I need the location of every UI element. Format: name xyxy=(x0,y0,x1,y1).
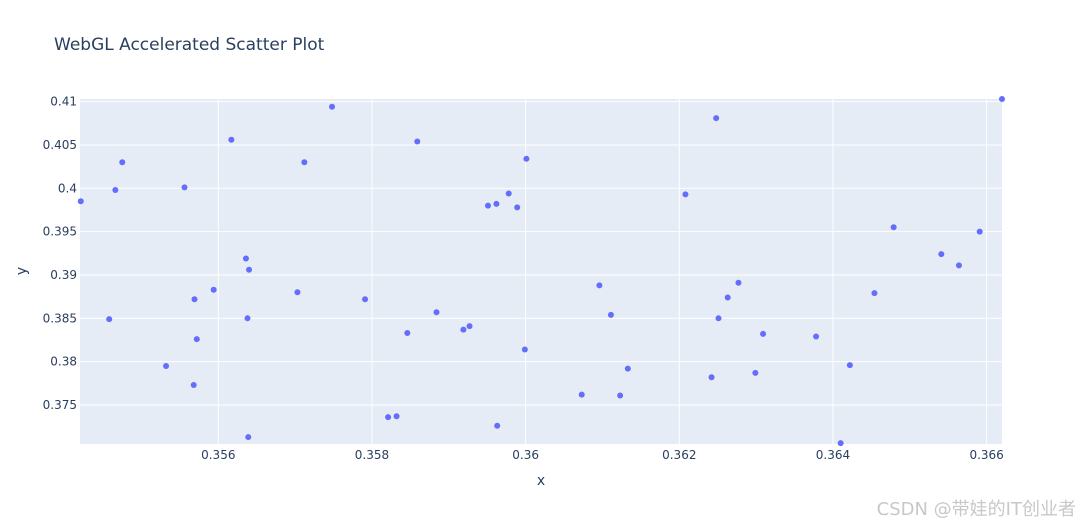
chart-title: WebGL Accelerated Scatter Plot xyxy=(54,35,325,55)
x-tick-label: 0.366 xyxy=(969,448,1003,462)
data-point[interactable] xyxy=(871,290,878,297)
data-point[interactable] xyxy=(119,159,126,166)
data-point[interactable] xyxy=(999,96,1005,102)
data-point[interactable] xyxy=(521,346,528,353)
data-point[interactable] xyxy=(760,330,767,337)
y-tick-label: 0.41 xyxy=(50,95,77,109)
x-tick-label: 0.356 xyxy=(201,448,235,462)
data-point[interactable] xyxy=(813,333,820,340)
data-point[interactable] xyxy=(617,392,624,399)
data-point[interactable] xyxy=(724,294,731,301)
data-point[interactable] xyxy=(523,155,530,162)
watermark: CSDN @带娃的IT创业者 xyxy=(876,499,1076,520)
data-point[interactable] xyxy=(433,309,440,316)
data-point[interactable] xyxy=(596,282,603,289)
data-point[interactable] xyxy=(846,362,853,369)
data-point[interactable] xyxy=(244,315,251,322)
data-point[interactable] xyxy=(228,136,235,143)
data-point[interactable] xyxy=(493,200,500,207)
data-point[interactable] xyxy=(505,190,512,197)
data-point[interactable] xyxy=(938,251,945,258)
data-point[interactable] xyxy=(329,103,336,110)
data-point[interactable] xyxy=(414,138,421,145)
data-point[interactable] xyxy=(890,224,897,231)
data-point[interactable] xyxy=(708,374,715,381)
data-point[interactable] xyxy=(163,362,170,369)
y-tick-label: 0.4 xyxy=(58,181,77,195)
data-point[interactable] xyxy=(301,159,308,166)
data-point[interactable] xyxy=(735,279,742,286)
y-tick-label: 0.405 xyxy=(43,138,77,152)
y-tick-label: 0.395 xyxy=(43,225,77,239)
data-point[interactable] xyxy=(385,414,392,421)
y-tick-label: 0.375 xyxy=(43,398,77,412)
data-point[interactable] xyxy=(624,365,631,372)
data-point[interactable] xyxy=(976,228,983,235)
data-point[interactable] xyxy=(404,330,411,337)
data-point[interactable] xyxy=(578,391,585,398)
x-axis-title: x xyxy=(537,473,545,489)
data-point[interactable] xyxy=(837,440,844,447)
y-tick-label: 0.39 xyxy=(50,268,77,282)
data-point[interactable] xyxy=(607,311,614,318)
data-point[interactable] xyxy=(242,255,249,262)
x-tick-label: 0.36 xyxy=(512,448,539,462)
data-point[interactable] xyxy=(715,315,722,322)
y-axis-ticks: 0.375 0.38 0.385 0.39 0.395 0.4 0.405 0.41 xyxy=(43,95,77,412)
data-point[interactable] xyxy=(210,286,217,293)
data-point[interactable] xyxy=(193,336,200,343)
data-point[interactable] xyxy=(494,422,501,429)
y-tick-label: 0.385 xyxy=(43,311,77,325)
data-point[interactable] xyxy=(112,187,119,194)
data-point[interactable] xyxy=(752,369,759,376)
data-point[interactable] xyxy=(245,434,252,441)
data-point[interactable] xyxy=(190,382,197,389)
data-point[interactable] xyxy=(362,296,369,303)
data-point[interactable] xyxy=(294,289,301,296)
data-point[interactable] xyxy=(246,266,253,273)
x-tick-label: 0.364 xyxy=(816,448,850,462)
data-point[interactable] xyxy=(466,323,473,330)
x-tick-label: 0.362 xyxy=(662,448,696,462)
data-point[interactable] xyxy=(514,204,521,211)
data-point[interactable] xyxy=(682,191,689,198)
y-tick-label: 0.38 xyxy=(50,355,77,369)
data-points xyxy=(77,96,1005,447)
x-tick-label: 0.358 xyxy=(355,448,389,462)
y-axis-title: y xyxy=(14,267,30,275)
data-point[interactable] xyxy=(106,316,113,323)
plot-area xyxy=(80,99,1002,444)
data-point[interactable] xyxy=(955,262,962,269)
x-axis-ticks: 0.356 0.358 0.36 0.362 0.364 0.366 xyxy=(201,448,1004,462)
data-point[interactable] xyxy=(191,296,198,303)
data-point[interactable] xyxy=(181,184,188,191)
data-point[interactable] xyxy=(393,413,400,420)
data-point[interactable] xyxy=(484,202,491,209)
data-point[interactable] xyxy=(77,198,84,205)
data-point[interactable] xyxy=(460,326,467,333)
data-point[interactable] xyxy=(713,115,720,122)
